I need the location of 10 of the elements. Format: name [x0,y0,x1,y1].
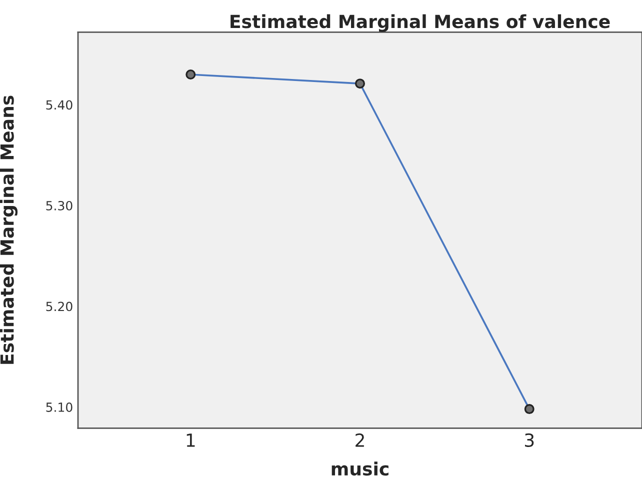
y-tick-label: 5.30 [46,200,72,210]
x-tick-label: 2 [356,433,364,447]
x-axis-title: music [332,462,388,476]
x-tick-label: 3 [525,433,534,448]
chart-title: Estimated Marginal Means of valence [230,14,610,32]
y-tick-label: 5.40 [46,100,72,110]
y-tick-label: 5.20 [46,302,72,312]
x-tick-label: 1 [186,434,195,447]
y-tick-label: 5.10 [46,402,72,412]
y-axis-title: Estimated Marginal Means [0,96,18,364]
